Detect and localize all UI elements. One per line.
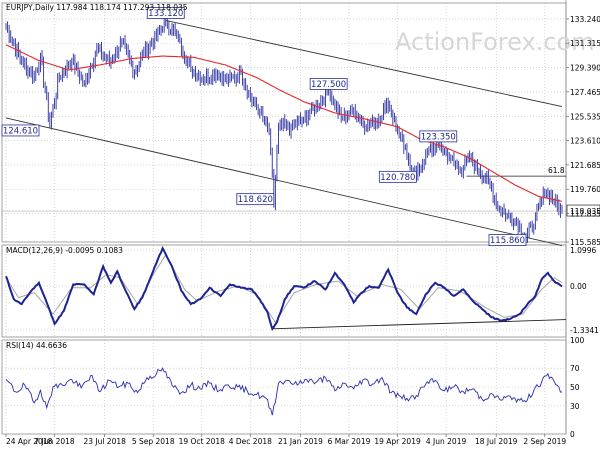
- rsi-panel-title: RSI(14) 44.6636: [6, 341, 67, 350]
- macd-y-tick-label: 0.00: [570, 282, 587, 291]
- x-tick-label: 18 Jul 2019: [475, 437, 518, 446]
- price-annotation-box: [146, 7, 185, 19]
- x-tick-label: 4 Jun 2019: [426, 437, 467, 446]
- moving-average-line: [5, 44, 563, 202]
- price-y-tick-label: 133.240: [570, 15, 600, 24]
- watermark: ActionForex.com: [395, 28, 595, 56]
- price-annotation-box: [378, 170, 417, 183]
- panel-frames: [1, 0, 567, 435]
- x-tick-label: 24 Apr 2018: [6, 437, 53, 446]
- channel-line: [165, 19, 563, 108]
- x-tick-label: 21 Jan 2019: [278, 437, 323, 446]
- macd-trendline: [272, 319, 567, 330]
- macd-line: [5, 245, 563, 331]
- last-price-tag: [566, 204, 600, 217]
- price-annotation-label: 118.620: [238, 195, 273, 205]
- macd-panel-title: MACD(12,26,9) -0.0095 0.1083: [6, 246, 123, 255]
- last-price-tag-label: 118.035: [570, 207, 600, 216]
- price-y-tick-label: 123.610: [570, 137, 600, 146]
- price-annotation-label: 120.780: [380, 173, 415, 183]
- price-y-tick-label: 127.465: [570, 88, 600, 97]
- channel-line: [5, 117, 563, 247]
- x-tick-label: 2 Sep 2019: [523, 437, 566, 446]
- x-tick-label: 7 Jun 2018: [34, 437, 75, 446]
- price-y-tick-label: 115.585: [570, 238, 600, 247]
- x-tick-label: 23 Jul 2018: [83, 437, 126, 446]
- price-y-tick-label: 125.535: [570, 112, 600, 121]
- x-tick-label: 19 Oct 2018: [179, 437, 226, 446]
- price-annotation-box: [488, 234, 527, 246]
- price-panel: 61.8 124.610 133.120 118.620 127.500 123.350 1…: [1, 7, 600, 247]
- price-y-tick-label: 129.390: [570, 64, 600, 73]
- price-annotation-label: 127.500: [311, 80, 346, 90]
- macd-panel-border: [1, 244, 567, 338]
- x-tick-label: 4 Dec 2018: [229, 437, 272, 446]
- price-annotation-label: 115.860: [490, 236, 525, 246]
- price-y-tick-label: 131.315: [570, 39, 600, 48]
- price-annotation-label: 133.120: [148, 9, 183, 19]
- price-annotation-box: [1, 124, 40, 137]
- rsi-y-tick-label: 0: [570, 430, 575, 439]
- grid-lines: [2, 3, 566, 435]
- rsi-y-tick-label: 30: [570, 402, 580, 411]
- price-annotation-box: [419, 130, 458, 143]
- fib-618-label: 61.8: [548, 166, 565, 175]
- price-y-tick-label: 119.760: [570, 185, 600, 194]
- rsi-y-tick-label: 100: [570, 336, 585, 345]
- price-annotation-box: [236, 193, 275, 206]
- price-annotation-box: [309, 78, 348, 90]
- x-tick-label: 5 Sep 2018: [132, 437, 175, 446]
- x-tick-label: 6 Mar 2019: [328, 437, 371, 446]
- price-panel-title: EURJPY,Daily 117.984 118.174 117.293 118…: [6, 3, 188, 12]
- price-annotation-label: 124.610: [3, 126, 38, 136]
- macd-y-tick-label: 1.0996: [570, 246, 596, 255]
- macd-y-tick-label: -1.3341: [570, 326, 599, 335]
- price-y-tick-label: 121.685: [570, 161, 600, 170]
- price-annotation-label: 123.350: [421, 132, 456, 142]
- price-y-tick-label: 117.835: [570, 210, 600, 219]
- rsi-panel: [5, 367, 562, 416]
- x-tick-label: 19 Apr 2019: [374, 437, 421, 446]
- rsi-y-tick-label: 70: [570, 364, 580, 373]
- rsi-y-tick-label: 50: [570, 383, 580, 392]
- macd-panel: [5, 245, 567, 331]
- rsi-line: [5, 367, 562, 416]
